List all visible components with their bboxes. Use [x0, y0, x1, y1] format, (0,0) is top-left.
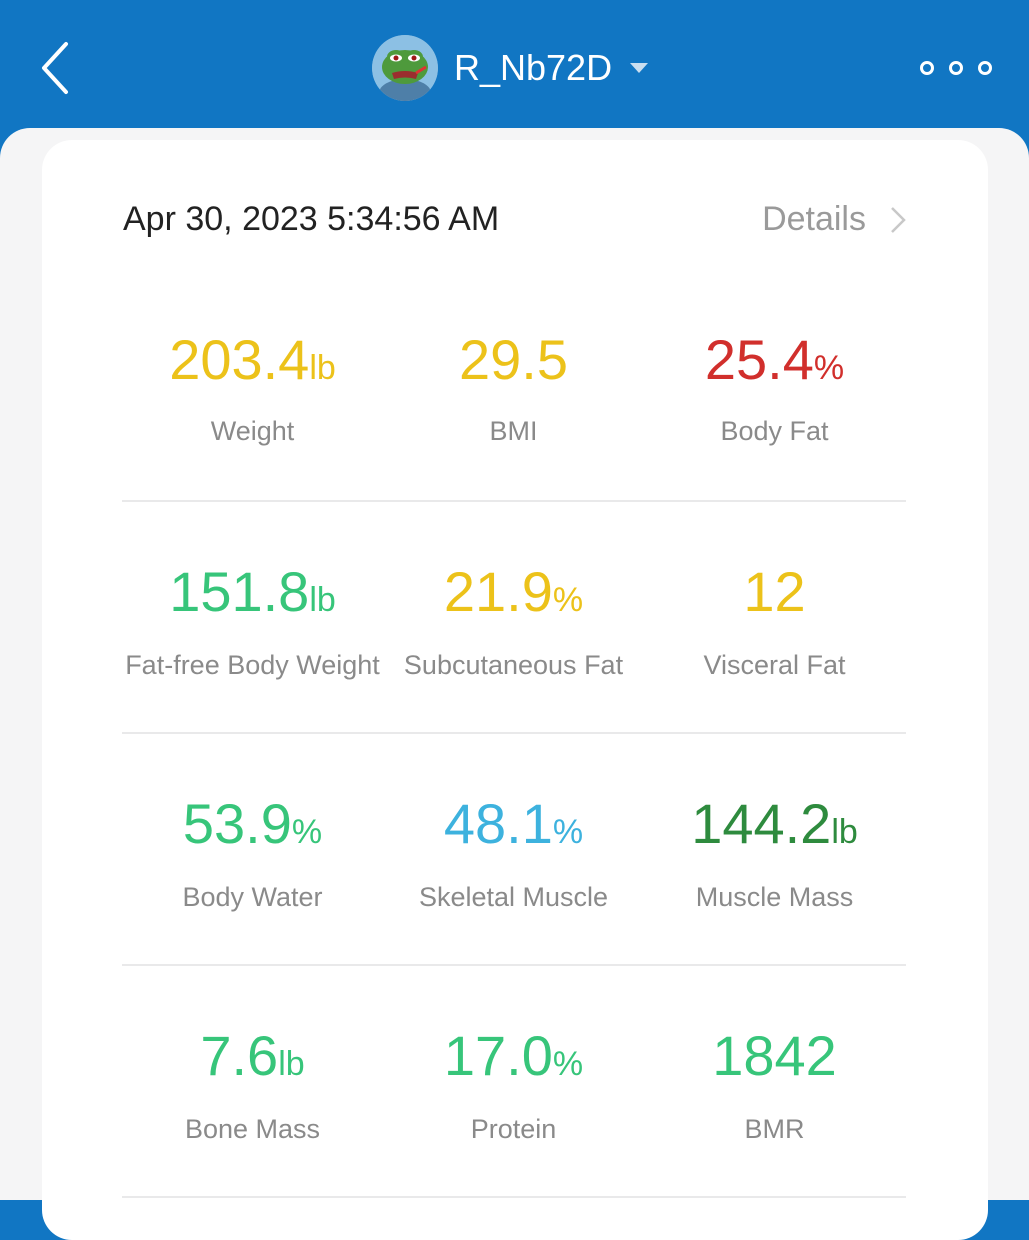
value-number: 25.4	[704, 328, 814, 391]
metric-value: 25.4%	[644, 328, 905, 392]
metric-label: BMI	[489, 416, 538, 446]
metrics-row: 7.6lb Bone Mass 17.0% Protein 1842 BMR	[122, 966, 906, 1198]
metric-value: 151.8lb	[122, 560, 383, 624]
avatar	[372, 35, 438, 101]
dot	[920, 61, 934, 75]
metric-value: 48.1%	[383, 792, 644, 856]
metric-value: 1842	[644, 1024, 905, 1088]
metric-bmr[interactable]: 1842 BMR	[644, 966, 905, 1196]
metric-label: Skeletal Muscle	[418, 882, 609, 912]
chevron-right-icon	[891, 206, 906, 233]
metric-value: 144.2lb	[644, 792, 905, 856]
metric-skeletal-muscle[interactable]: 48.1% Skeletal Muscle	[383, 734, 644, 964]
dot	[949, 61, 963, 75]
metric-label: Fat-free Body Weight	[125, 650, 380, 680]
value-number: 48.1	[443, 792, 553, 855]
content-sheet: Apr 30, 2023 5:34:56 AM Details 203.4lb …	[0, 128, 1029, 1240]
value-unit: lb	[831, 813, 858, 851]
metric-label: Muscle Mass	[695, 882, 854, 912]
details-link[interactable]: Details	[762, 200, 908, 239]
dot	[978, 61, 992, 75]
details-label: Details	[762, 200, 866, 238]
value-unit: %	[813, 349, 845, 387]
metric-bmi[interactable]: 29.5 BMI	[383, 328, 644, 500]
value-number: 144.2	[691, 792, 832, 855]
metrics-row: 203.4lb Weight 29.5 BMI 25.4% Body Fat	[122, 328, 906, 502]
value-number: 151.8	[169, 560, 310, 623]
metric-label: Body Fat	[720, 416, 829, 446]
metric-body-fat[interactable]: 25.4% Body Fat	[644, 328, 905, 500]
metric-visceral-fat[interactable]: 12 Visceral Fat	[644, 502, 905, 732]
measurement-card: Apr 30, 2023 5:34:56 AM Details 203.4lb …	[42, 140, 988, 1240]
more-options-icon[interactable]	[920, 54, 992, 82]
metric-bone-mass[interactable]: 7.6lb Bone Mass	[122, 966, 383, 1196]
back-chevron-icon[interactable]	[36, 38, 76, 98]
value-unit: lb	[278, 1045, 305, 1083]
value-number: 21.9	[443, 560, 553, 623]
metric-value: 7.6lb	[122, 1024, 383, 1088]
metric-label: Body Water	[182, 882, 323, 912]
metric-label: Protein	[470, 1114, 557, 1144]
metric-protein[interactable]: 17.0% Protein	[383, 966, 644, 1196]
user-switcher[interactable]: R_Nb72D	[372, 34, 650, 102]
value-number: 7.6	[200, 1024, 279, 1087]
metric-label: Weight	[210, 416, 295, 446]
username: R_Nb72D	[454, 47, 613, 88]
metric-value: 12	[644, 560, 905, 624]
metric-body-water[interactable]: 53.9% Body Water	[122, 734, 383, 964]
metric-value: 17.0%	[383, 1024, 644, 1088]
metric-label: Bone Mass	[184, 1114, 321, 1144]
metrics-grid: 203.4lb Weight 29.5 BMI 25.4% Body Fat 1…	[122, 328, 906, 1198]
metric-value: 53.9%	[122, 792, 383, 856]
metric-fat-free-body-weight[interactable]: 151.8lb Fat-free Body Weight	[122, 502, 383, 732]
value-number: 203.4	[169, 328, 310, 391]
value-unit: %	[552, 581, 584, 619]
metric-subcutaneous-fat[interactable]: 21.9% Subcutaneous Fat	[383, 502, 644, 732]
metric-label: Visceral Fat	[703, 650, 846, 680]
value-unit: lb	[309, 349, 336, 387]
metrics-row: 53.9% Body Water 48.1% Skeletal Muscle 1…	[122, 734, 906, 966]
metrics-row: 151.8lb Fat-free Body Weight 21.9% Subcu…	[122, 502, 906, 734]
value-number: 17.0	[443, 1024, 553, 1087]
value-number: 1842	[712, 1024, 837, 1087]
value-unit: %	[291, 813, 323, 851]
value-unit: lb	[309, 581, 336, 619]
metric-weight[interactable]: 203.4lb Weight	[122, 328, 383, 500]
value-unit: %	[552, 813, 584, 851]
metric-muscle-mass[interactable]: 144.2lb Muscle Mass	[644, 734, 905, 964]
app-header: R_Nb72D	[0, 0, 1029, 135]
value-unit: %	[552, 1045, 584, 1083]
value-number: 29.5	[459, 328, 568, 391]
metric-value: 29.5	[383, 328, 644, 392]
measurement-timestamp: Apr 30, 2023 5:34:56 AM	[123, 200, 500, 238]
metric-label: BMR	[744, 1114, 805, 1144]
metric-label: Subcutaneous Fat	[403, 650, 624, 680]
caret-down-icon	[630, 63, 649, 73]
value-number: 53.9	[182, 792, 292, 855]
value-number: 12	[743, 560, 806, 623]
metric-value: 203.4lb	[122, 328, 383, 392]
metric-value: 21.9%	[383, 560, 644, 624]
